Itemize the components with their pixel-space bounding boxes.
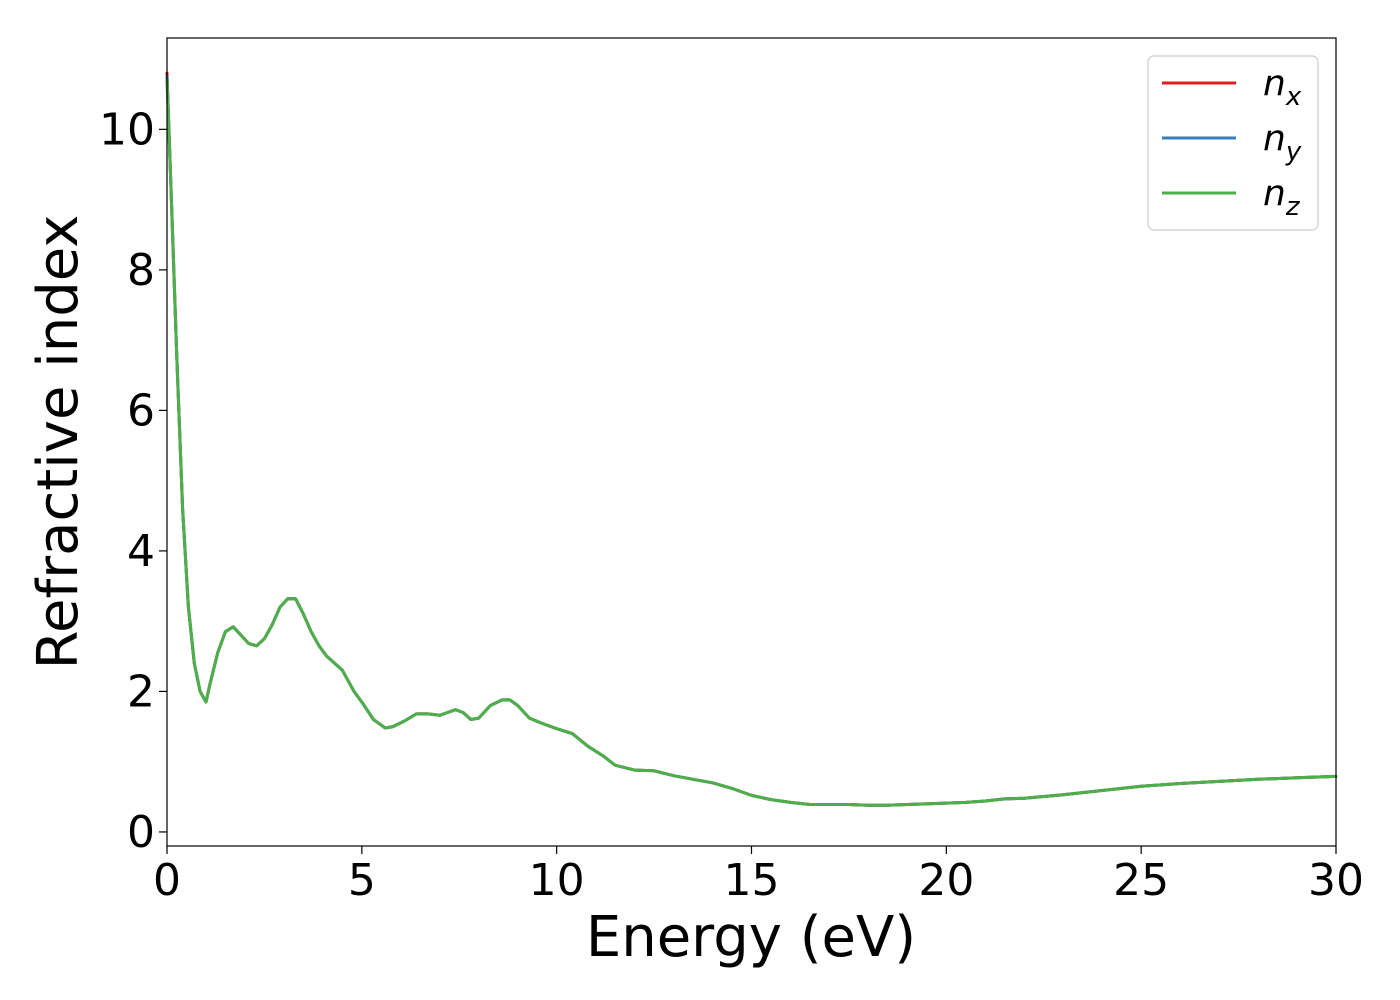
x-tick-label: 20: [918, 855, 974, 906]
x-tick-label: 30: [1308, 855, 1364, 906]
y-tick-label: 10: [99, 104, 155, 155]
y-axis-title: Refractive index: [26, 215, 91, 670]
y-tick-label: 2: [127, 666, 155, 717]
y-tick-label: 8: [127, 245, 155, 296]
legend-label-3: nz: [1263, 173, 1301, 222]
legend-box: [1147, 55, 1319, 231]
series-line-3: [165, 78, 1338, 807]
y-axis-ticks: 0 2 4 6 8 10: [99, 104, 167, 858]
legend-label-1: nx: [1263, 63, 1302, 112]
x-tick-label: 25: [1113, 855, 1169, 906]
x-tick-label: 15: [724, 855, 780, 906]
y-tick-label: 4: [127, 526, 155, 577]
x-axis-title: Energy (eV): [586, 905, 916, 970]
x-tick-label: 10: [529, 855, 585, 906]
legend-label-2: ny: [1263, 118, 1302, 167]
x-tick-label: 0: [153, 855, 181, 906]
x-tick-label: 5: [348, 855, 376, 906]
legend: nx ny nz: [1147, 55, 1319, 231]
x-axis-ticks: 0 5 10 15 20 25 30: [153, 846, 1364, 906]
y-tick-label: 0: [127, 807, 155, 858]
y-tick-label: 6: [127, 385, 155, 436]
series-layer: [165, 71, 1338, 807]
